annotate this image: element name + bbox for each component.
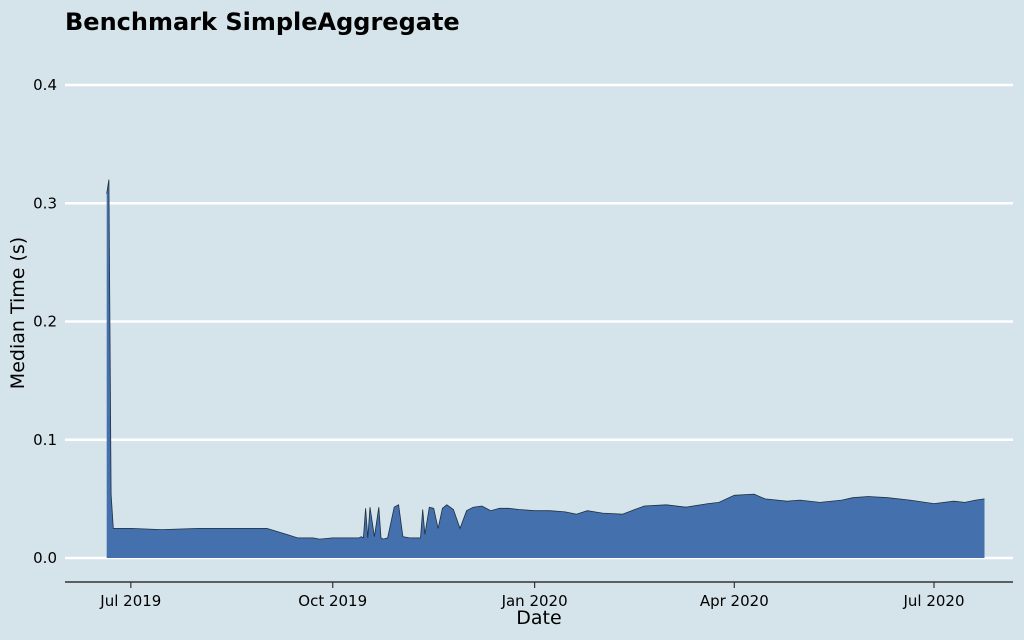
- area-fill: [106, 179, 985, 558]
- x-tick-label: Jan 2020: [501, 592, 568, 610]
- x-tick-label: Oct 2019: [298, 592, 367, 610]
- chart-title: Benchmark SimpleAggregate: [65, 8, 460, 36]
- y-tick-label: 0.2: [33, 313, 57, 331]
- series-area: [106, 179, 985, 558]
- y-tick-label: 0.4: [33, 76, 57, 94]
- x-tick-label: Jul 2019: [99, 592, 161, 610]
- y-axis-label: Median Time (s): [7, 237, 29, 389]
- y-tick-label: 0.1: [33, 431, 57, 449]
- y-tick-label: 0.3: [33, 194, 57, 212]
- axes: [65, 581, 1013, 588]
- area-outline: [106, 179, 985, 540]
- x-tick-labels: Jul 2019 Oct 2019 Jan 2020 Apr 2020 Jul 2020: [99, 592, 964, 610]
- x-tick-label: Jul 2020: [902, 592, 964, 610]
- gridlines: [65, 83, 1013, 560]
- y-tick-labels: 0.0 0.1 0.2 0.3 0.4: [33, 76, 57, 567]
- x-axis-label: Date: [516, 607, 561, 629]
- y-tick-label: 0.0: [33, 549, 57, 567]
- x-tick-label: Apr 2020: [700, 592, 769, 610]
